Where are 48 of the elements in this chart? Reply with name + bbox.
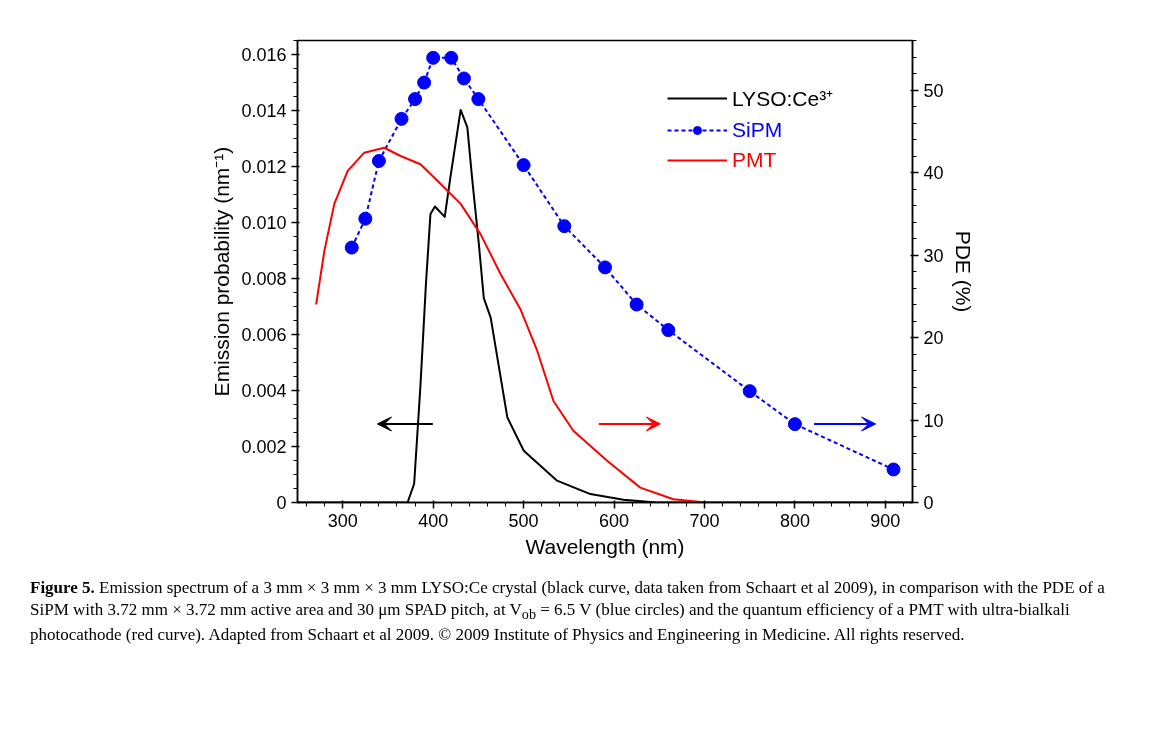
caption: Figure 5. Emission spectrum of a 3 mm × 3 mm × 3 mm LYSO:Ce crystal (black curve, data taken from Schaart et al 2009), in comparison with the PDE of a SiPM with 3.72 mm × 3.72 mm active area and 30 μm SPAD pitch, at V$_{ob}$ = 6.5 V (blue circles) and the quantum efficiency of a PMT with ultra-bialkali photocathode (red curve). Adapted from Schaart et al 2009. © 2009 Institute of Physics and Engineering in Medicine. All rights reserved. [30, 577, 1106, 646]
point [426, 50, 441, 65]
point [394, 111, 409, 126]
point [358, 211, 373, 226]
y2-tick-label: 50 [923, 80, 944, 101]
x-tick-label: 800 [779, 510, 810, 531]
y2-tick-label: 40 [923, 163, 944, 183]
y-tick-label: 0.012 [241, 157, 287, 177]
point [886, 462, 901, 477]
point [787, 417, 802, 432]
line-series [315, 146, 708, 503]
y-tick-label: 0.010 [241, 213, 287, 233]
point [417, 75, 432, 90]
y2-tick-label: 30 [923, 245, 944, 266]
x-tick-label: 300 [327, 510, 358, 531]
point [742, 384, 757, 399]
x-axis-title: Wavelength (nm) [525, 534, 685, 558]
point [516, 158, 531, 173]
y2-tick-label: 20 [923, 328, 944, 348]
point [408, 92, 423, 107]
point [598, 260, 612, 275]
point [661, 323, 676, 338]
y-tick-label: 0 [276, 493, 287, 513]
y2-tick-label: 10 [923, 410, 944, 431]
x-tick-label: 600 [599, 510, 630, 531]
point [456, 71, 471, 86]
point [557, 219, 572, 234]
y2-tick-label: 0 [923, 493, 934, 513]
x-tick-label: 700 [689, 510, 720, 531]
legend-label: PMT [732, 148, 777, 172]
legend-label: LYSO:Ce³⁺ [732, 86, 834, 112]
point [371, 153, 386, 168]
legend-label: SiPM [732, 118, 783, 142]
point [471, 92, 486, 107]
y-axis-title: Emission probability (nm⁻¹) [210, 146, 234, 397]
y-tick-label: 0.006 [241, 325, 287, 345]
x-tick-label: 400 [418, 510, 449, 531]
point [629, 297, 644, 312]
point [444, 50, 459, 65]
y-tick-label: 0.008 [241, 269, 287, 289]
x-tick-label: 900 [870, 510, 901, 531]
y2-axis-title: PDE (%) [951, 230, 975, 313]
point [344, 240, 359, 255]
y-tick-label: 0.004 [241, 381, 287, 401]
y-tick-label: 0.014 [241, 101, 287, 121]
x-tick-label: 500 [508, 510, 539, 531]
y-tick-label: 0.002 [241, 437, 287, 457]
y-tick-label: 0.016 [241, 45, 287, 65]
